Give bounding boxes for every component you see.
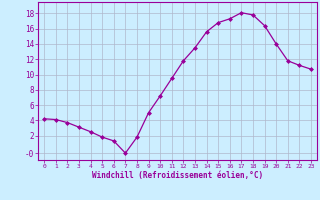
- X-axis label: Windchill (Refroidissement éolien,°C): Windchill (Refroidissement éolien,°C): [92, 171, 263, 180]
